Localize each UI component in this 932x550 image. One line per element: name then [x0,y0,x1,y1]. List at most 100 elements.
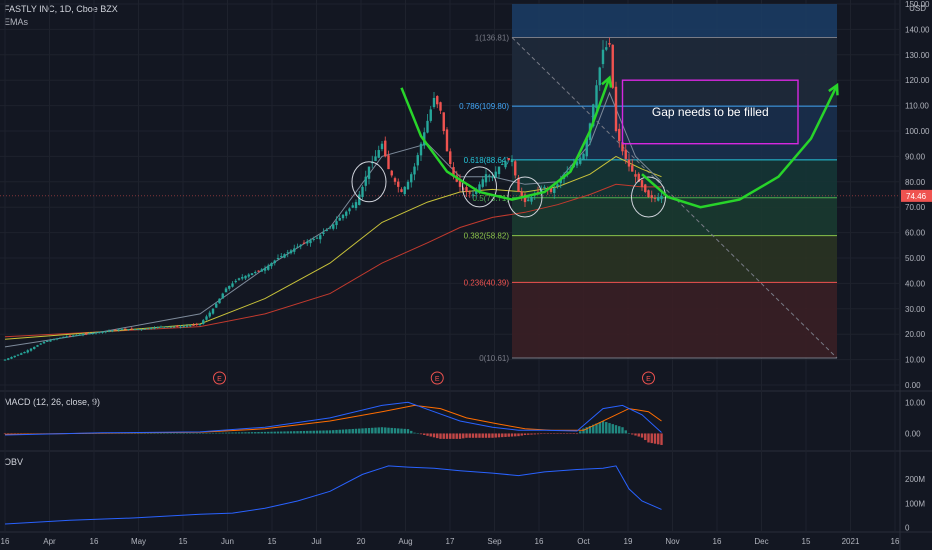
candle-body [156,327,159,329]
macd-histogram-bar [403,428,406,434]
macd-histogram-bar [647,433,650,443]
candle-body [276,258,280,260]
candle-body [478,184,481,192]
candle-body [640,180,644,187]
macd-histogram-bar [452,433,455,439]
candle-body [208,312,211,317]
candle-body [306,241,309,244]
price-tick-label: 70.00 [905,203,926,212]
x-tick-label: 16 [713,537,722,546]
macd-histogram-bar [514,433,517,437]
current-price-label: 74.46 [906,192,927,201]
macd-histogram-bar [260,431,263,434]
macd-histogram-bar [250,432,254,434]
macd-histogram-bar [660,433,663,445]
macd-histogram-bar [390,427,393,434]
indicator-label[interactable]: EMAs [4,17,29,27]
obv-tick-label: 100M [905,499,925,508]
macd-histogram-bar [150,433,153,434]
x-tick-label: Apr [43,537,56,546]
candle-body [81,334,85,336]
macd-histogram-bar [559,433,562,434]
candle-body [553,188,556,194]
price-tick-label: 30.00 [905,305,926,314]
x-tick-label: 19 [624,537,633,546]
macd-histogram-bar [374,427,377,434]
fib-zone [512,235,837,283]
macd-histogram-bar [432,433,436,438]
macd-histogram-bar [234,432,237,434]
macd-histogram-bar [598,422,601,434]
candle-body [592,104,595,127]
macd-histogram-bar [127,433,130,434]
macd-histogram-bar [621,427,624,434]
macd-signal-line [4,404,662,435]
candle-body [36,345,39,347]
obv-label[interactable]: OBV [4,457,24,467]
candle-body [299,244,302,247]
macd-histogram-bar [137,433,140,434]
candle-body [59,337,62,339]
macd-histogram-bar [159,433,163,434]
candle-body [98,332,101,334]
x-tick-label: 15 [802,537,811,546]
candle-body [127,329,130,331]
candle-body [7,358,10,360]
macd-histogram-bar [306,430,309,434]
macd-histogram-bar [133,433,137,434]
macd-histogram-bar [497,433,501,438]
candle-body [627,159,631,167]
earnings-marker [430,371,444,385]
candle-body [101,331,104,333]
candle-body [68,335,72,337]
fib-level-label: 0.382(58.82) [464,232,510,241]
macd-histogram-bar [436,433,439,439]
macd-histogram-bar [367,428,371,434]
candle-body [286,252,289,254]
candle-body [426,120,429,133]
macd-histogram-bar [231,432,234,434]
candle-body [647,190,650,198]
macd-histogram-bar [185,433,189,434]
macd-histogram-bar [10,433,13,435]
price-tick-label: 110.00 [905,102,929,111]
earnings-marker [213,371,226,385]
macd-label[interactable]: MACD (12, 26, close, 9) [4,397,101,407]
macd-histogram-bar [445,433,449,439]
candle-body [133,329,137,331]
macd-histogram-bar [361,428,364,434]
candle-body [419,143,423,156]
highlight-circle [351,161,387,203]
macd-histogram-bar [228,432,231,434]
candle-body [436,96,439,105]
macd-histogram-bar [523,433,527,435]
candle-body [367,166,371,179]
candle-body [621,142,624,152]
fib-level-label: 0(10.61) [479,354,509,363]
macd-histogram-bar [416,433,419,434]
candle-body [143,328,146,330]
candle-body [107,330,111,332]
macd-histogram-bar [653,433,657,444]
candle-body [273,260,276,264]
fib-trend-line [511,37,838,359]
candle-body [618,128,621,142]
candle-body [530,197,533,202]
candle-body [231,283,234,287]
x-tick-label: Sep [487,537,502,546]
candle-body [244,275,247,279]
candle-body [146,328,150,330]
macd-histogram-bar [338,429,341,434]
fib-top-band [512,4,837,38]
candle-body [315,237,319,239]
fib-zone [512,282,837,359]
price-tick-label: 50.00 [905,254,926,263]
macd-histogram-bar [202,433,205,434]
macd-histogram-bar [530,433,533,435]
macd-histogram-bar [553,433,556,434]
candle-body [23,351,26,354]
macd-histogram-bar [283,431,286,434]
obv-line [4,465,662,525]
macd-histogram-bar [426,433,429,436]
